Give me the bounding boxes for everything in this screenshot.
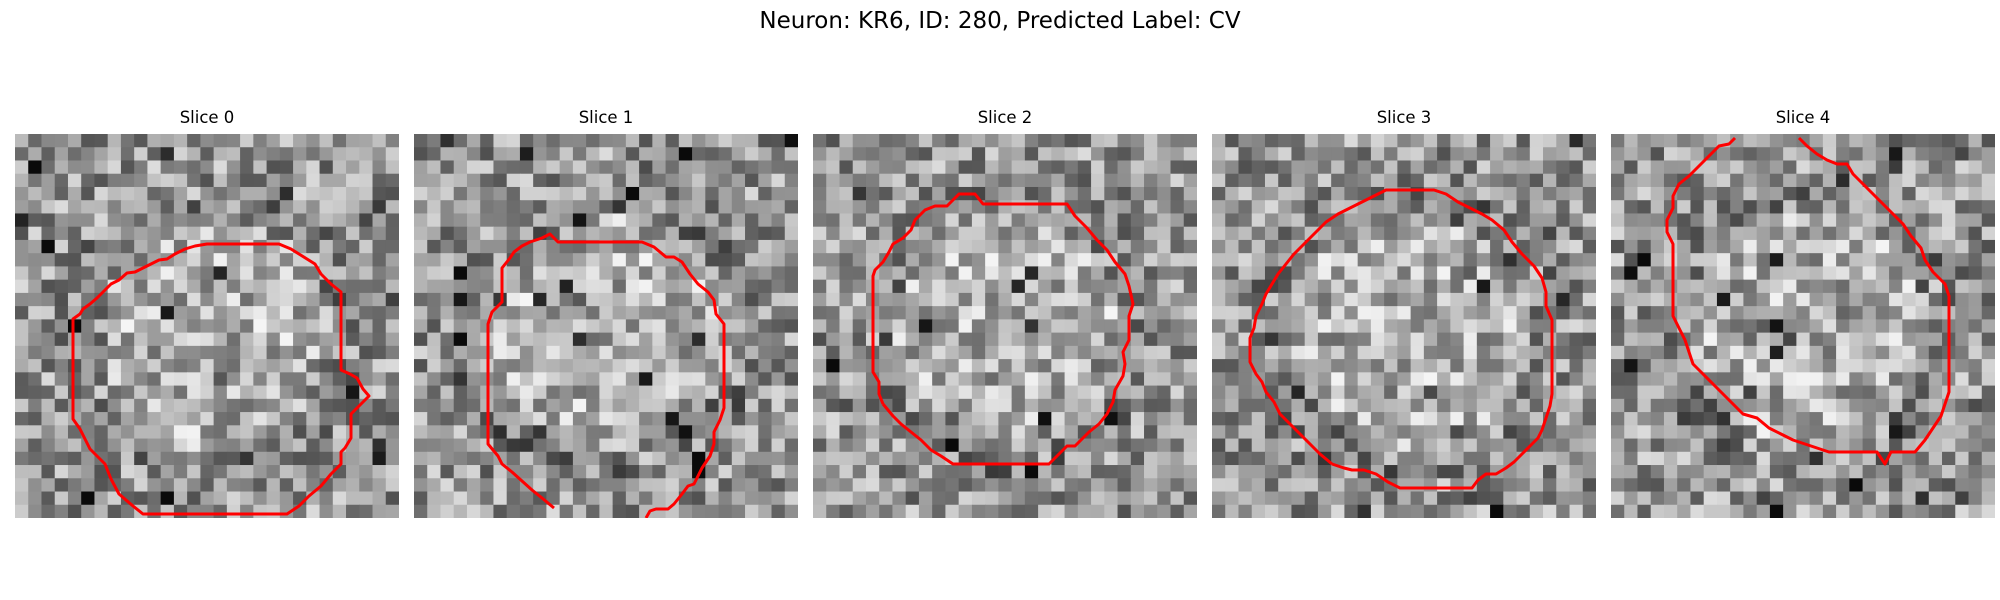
figure-title: Neuron: KR6, ID: 280, Predicted Label: C… <box>759 8 1241 34</box>
roi-contour <box>486 232 726 518</box>
slice-pixels <box>1212 134 1596 518</box>
slice-image <box>1611 134 1995 518</box>
slice-pixels <box>1611 134 1995 518</box>
slice-image-svg <box>414 134 798 518</box>
slice-pixels <box>813 134 1197 518</box>
slice-title: Slice 2 <box>977 108 1033 127</box>
slice-image <box>1212 134 1596 518</box>
roi-contour <box>871 192 1135 466</box>
slice-title: Slice 3 <box>1376 108 1432 127</box>
roi-contour <box>71 242 371 516</box>
slice-image-svg <box>15 134 399 518</box>
slice-image <box>15 134 399 518</box>
slice-image-svg <box>813 134 1197 518</box>
slice-pixels <box>414 134 798 518</box>
roi-contour <box>1248 188 1554 490</box>
roi-contour <box>1665 136 1951 466</box>
slice-image <box>414 134 798 518</box>
slice-image-svg <box>1611 134 1995 518</box>
slice-image-svg <box>1212 134 1596 518</box>
slice-title: Slice 0 <box>179 108 235 127</box>
slice-image <box>813 134 1197 518</box>
slice-title: Slice 1 <box>578 108 634 127</box>
slice-title: Slice 4 <box>1775 108 1831 127</box>
